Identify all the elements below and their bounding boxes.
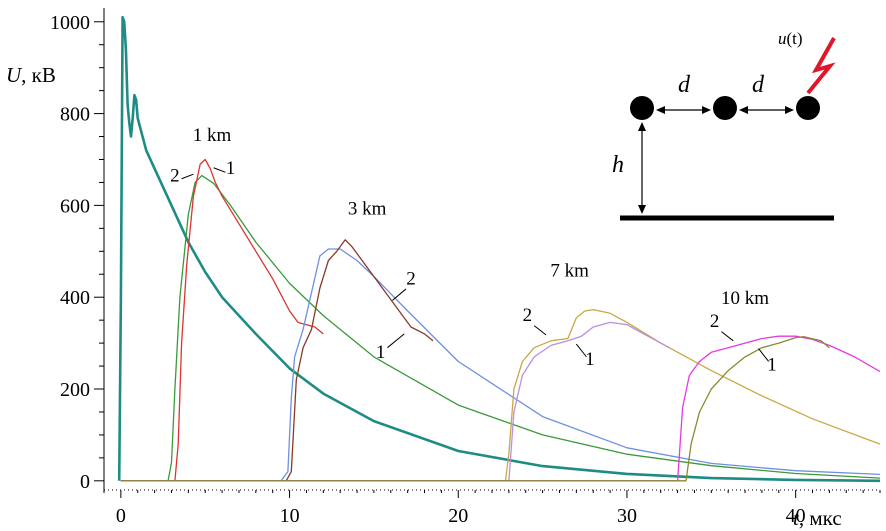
conductor-2: [713, 96, 737, 120]
line-geometry-inset: h d d u(t): [612, 29, 836, 221]
distance-label: 3 km: [348, 199, 387, 220]
curve-number-label: 1: [767, 355, 777, 376]
x-tick-label: 0: [116, 505, 126, 527]
d-label-2: d: [752, 72, 765, 98]
x-axis-title: t, мкс: [793, 506, 842, 530]
series-line-4: [120, 248, 881, 482]
h-label: h: [612, 152, 624, 178]
y-axis-title: U, кВ: [6, 63, 56, 87]
curve-leader-line: [213, 167, 226, 173]
tick-layer: 0 200 400 600 800 1000 0 10 20 30 40: [50, 12, 881, 527]
y-axis-var: U: [6, 63, 23, 87]
x-tick-label: 30: [617, 505, 637, 527]
distance-label: 10 km: [721, 288, 769, 309]
y-tick-label: 800: [60, 104, 90, 126]
conductor-1: [630, 96, 654, 120]
y-tick-label: 0: [80, 471, 90, 493]
x-tick-label: 40: [786, 505, 806, 527]
curve-number-label: 2: [406, 268, 416, 289]
x-tick-label: 10: [280, 505, 300, 527]
y-tick-label: 1000: [50, 12, 90, 34]
x-axis-var: t: [793, 506, 800, 530]
distance-label: 1 km: [193, 125, 232, 146]
d-label-1: d: [678, 72, 691, 98]
x-axis-unit: , мкс: [799, 506, 842, 530]
conductor-3: [796, 96, 820, 120]
series-line-7: [120, 321, 670, 482]
x-tick-label: 20: [448, 505, 468, 527]
curve-leader-line: [575, 343, 587, 358]
series-line-6: [120, 308, 881, 482]
distance-label: 7 km: [550, 261, 589, 282]
y-tick-label: 200: [60, 379, 90, 401]
series-line-5: [120, 239, 434, 482]
h-arrow-bottom: [638, 205, 646, 214]
curve-leader-line: [533, 325, 547, 336]
y-axis-unit: , кВ: [21, 63, 56, 87]
series-line-1: [117, 15, 881, 483]
curve-number-label: 1: [226, 158, 236, 179]
y-tick-label: 400: [60, 287, 90, 309]
h-arrow-top: [638, 122, 646, 131]
u-label: u(t): [778, 29, 803, 48]
curve-number-label: 2: [710, 311, 720, 332]
curve-number-label: 2: [170, 166, 180, 187]
d2-arrow-left: [739, 106, 748, 114]
curve-leader-line: [392, 288, 407, 301]
series-line-2: [120, 174, 881, 482]
series-layer: [117, 15, 881, 483]
y-tick-label: 600: [60, 195, 90, 217]
u-label-arg: (t): [787, 29, 803, 48]
u-label-var: u: [778, 29, 787, 48]
curve-number-label: 1: [376, 342, 386, 363]
curve-leader-line: [721, 331, 734, 342]
curve-number-label: 2: [523, 305, 533, 326]
curve-number-label: 1: [585, 349, 595, 370]
curve-leader-line: [387, 333, 405, 349]
lightning-bolt-icon: [806, 37, 836, 95]
d1-arrow-right: [702, 106, 711, 114]
curve-leader-line: [758, 348, 770, 362]
d1-arrow-left: [656, 106, 665, 114]
series-line-3: [120, 158, 324, 482]
curve-leader-line: [181, 173, 194, 180]
d2-arrow-right: [785, 106, 794, 114]
series-line-9: [120, 336, 830, 482]
